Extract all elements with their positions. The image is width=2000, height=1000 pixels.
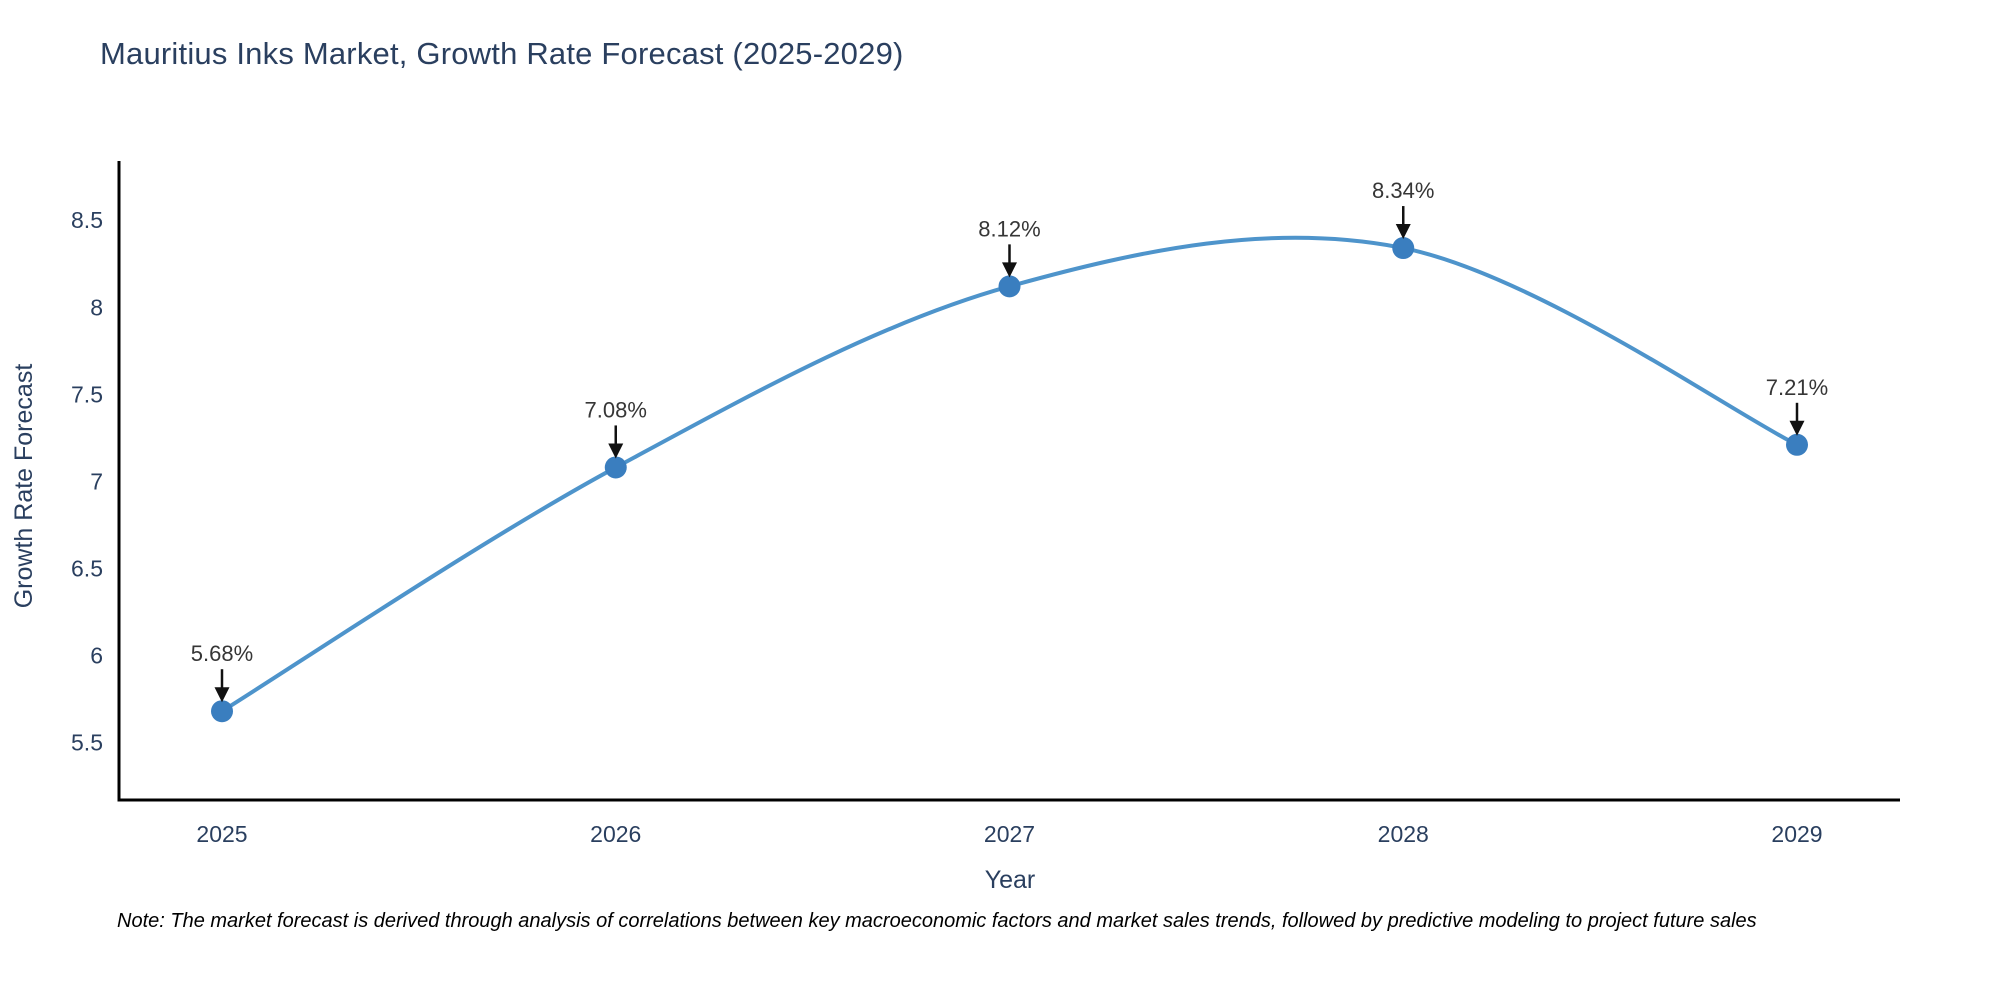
annotation-label-2027: 8.12% <box>978 216 1040 241</box>
x-tick-label-2027: 2027 <box>984 821 1035 847</box>
annotation-arrow-head-2027 <box>1002 262 1017 278</box>
annotation-arrow-head-2028 <box>1395 224 1411 240</box>
forecast-line <box>220 235 1799 714</box>
y-tick-label-6: 6 <box>90 642 103 668</box>
data-point-2025 <box>211 700 233 723</box>
annotation-label-2026: 7.08% <box>585 397 647 422</box>
data-point-2028 <box>1392 237 1415 260</box>
x-axis-title: Year <box>985 866 1036 894</box>
annotation-arrow-head-2026 <box>608 443 624 459</box>
y-tick-label-8: 8 <box>90 294 103 320</box>
annotation-label-2029: 7.21% <box>1766 375 1828 400</box>
x-tick-label-2029: 2029 <box>1771 821 1822 847</box>
annotation-label-2028: 8.34% <box>1372 178 1434 203</box>
data-point-2027 <box>998 275 1021 298</box>
y-axis-title: Growth Rate Forecast <box>10 364 38 609</box>
y-tick-label-7: 7 <box>90 468 103 494</box>
data-point-2026 <box>604 456 627 479</box>
annotation-label-2025: 5.68% <box>191 641 253 666</box>
chart-title: Mauritius Inks Market, Growth Rate Forec… <box>100 36 904 71</box>
x-tick-label-2028: 2028 <box>1378 821 1429 847</box>
data-point-2029 <box>1786 433 1808 456</box>
x-tick-label-2025: 2025 <box>196 821 247 847</box>
annotation-arrow-head-2029 <box>1789 420 1805 436</box>
y-tick-label-8.5: 8.5 <box>71 207 103 233</box>
chart-footnote: Note: The market forecast is derived thr… <box>117 910 1757 932</box>
y-tick-label-6.5: 6.5 <box>71 555 103 581</box>
x-tick-label-2026: 2026 <box>590 821 641 847</box>
annotation-arrow-head-2025 <box>214 687 230 703</box>
y-tick-label-7.5: 7.5 <box>71 381 103 407</box>
y-tick-label-5.5: 5.5 <box>71 730 103 756</box>
